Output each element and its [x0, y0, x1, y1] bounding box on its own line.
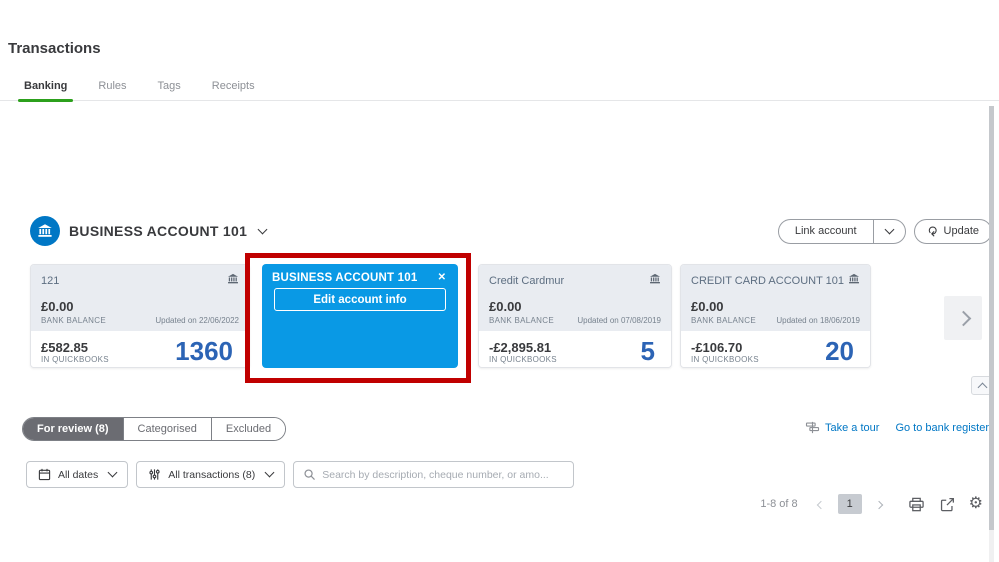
account-card-credit-card-101[interactable]: CREDIT CARD ACCOUNT 101 £0.00 BANK BALAN…	[680, 264, 871, 368]
pagination-next-button[interactable]	[874, 495, 883, 513]
pagination-row: 1-8 of 8 1 ⚙	[760, 494, 983, 514]
updated-date: Updated on 07/08/2019	[577, 316, 661, 325]
link-account-label[interactable]: Link account	[794, 225, 857, 237]
header-buttons: Link account ⟳ Update	[777, 218, 992, 244]
tab-tags[interactable]: Tags	[157, 80, 181, 92]
print-button[interactable]	[908, 496, 925, 513]
quickbooks-label: IN QUICKBOOKS	[489, 354, 557, 364]
card-name: Credit Cardmur	[489, 275, 565, 287]
date-filter-label: All dates	[58, 468, 99, 481]
close-icon[interactable]: ✕	[437, 272, 446, 283]
account-card-credit-cardmur[interactable]: Credit Cardmur £0.00 BANK BALANCE Update…	[478, 264, 672, 368]
updated-date: Updated on 18/06/2019	[776, 316, 860, 325]
tab-banking[interactable]: Banking	[17, 76, 74, 102]
quickbooks-label: IN QUICKBOOKS	[691, 354, 759, 364]
search-box	[293, 461, 575, 488]
printer-icon	[908, 497, 924, 511]
carousel-next-button[interactable]	[944, 296, 982, 340]
chevron-right-icon	[874, 500, 883, 510]
card-top: 121 £0.00 BANK BALANCE Updated on 22/06/…	[31, 265, 249, 331]
tab-receipts[interactable]: Receipts	[211, 80, 255, 92]
account-card-business-101-selected[interactable]: BUSINESS ACCOUNT 101 ✕ Edit account info	[262, 264, 458, 368]
review-tab-group: For review (8) Categorised Excluded	[22, 417, 287, 441]
chevron-right-icon	[955, 310, 971, 326]
pagination-range: 1-8 of 8	[760, 498, 798, 510]
bank-icon	[649, 272, 661, 290]
quickbooks-label: IN QUICKBOOKS	[41, 354, 109, 364]
account-header: BUSINESS ACCOUNT 101 Link account ⟳ Upda…	[30, 214, 992, 248]
calendar-icon	[38, 468, 51, 481]
export-icon	[940, 497, 954, 511]
chevron-down-icon[interactable]	[257, 224, 268, 234]
bank-icon	[227, 272, 239, 290]
scrollbar-thumb[interactable]	[989, 106, 994, 530]
quickbooks-amount: -£2,895.81	[489, 339, 552, 355]
transaction-count: 1360	[175, 336, 233, 366]
card-name: BUSINESS ACCOUNT 101	[272, 272, 418, 284]
go-to-bank-register-link[interactable]: Go to bank register	[895, 421, 989, 434]
quickbooks-amount: £582.85	[41, 339, 88, 355]
take-a-tour-link[interactable]: Take a tour	[805, 420, 879, 435]
transaction-count: 5	[640, 336, 655, 366]
update-label: Update	[943, 225, 979, 237]
link-account-dropdown[interactable]	[874, 224, 905, 234]
transaction-count: 20	[825, 336, 854, 366]
quickbooks-amount: -£106.70	[691, 339, 743, 355]
update-button[interactable]: ⟳ Update	[913, 218, 992, 244]
top-links: Take a tour Go to bank register	[805, 420, 989, 435]
card-top: CREDIT CARD ACCOUNT 101 £0.00 BANK BALAN…	[681, 265, 870, 331]
tab-rules[interactable]: Rules	[98, 80, 127, 92]
signpost-icon	[805, 421, 820, 434]
pagination-current-page[interactable]: 1	[837, 494, 862, 514]
bank-account-icon	[30, 216, 60, 246]
account-title: BUSINESS ACCOUNT 101	[69, 223, 248, 239]
chevron-down-icon	[884, 224, 895, 234]
chevron-up-icon	[977, 382, 988, 392]
edit-account-info-button[interactable]: Edit account info	[274, 288, 446, 311]
button-divider	[872, 219, 874, 243]
filter-row: All dates All transactions (8)	[26, 461, 575, 488]
bank-balance-amount: £0.00	[41, 299, 74, 314]
search-input[interactable]	[322, 468, 565, 481]
chevron-left-icon	[816, 500, 825, 510]
date-filter-dropdown[interactable]: All dates	[26, 461, 129, 488]
updated-date: Updated on 22/06/2022	[155, 316, 239, 325]
bank-balance-label: BANK BALANCE	[691, 316, 756, 325]
chevron-down-icon	[107, 467, 118, 478]
sliders-icon	[149, 469, 160, 480]
bank-icon	[848, 272, 860, 290]
page-title: Transactions	[8, 40, 101, 57]
card-bottom: -£2,895.81 IN QUICKBOOKS 5	[479, 331, 671, 367]
transactions-filter-label: All transactions (8)	[168, 468, 256, 481]
account-card-121[interactable]: 121 £0.00 BANK BALANCE Updated on 22/06/…	[30, 264, 250, 368]
bank-balance-label: BANK BALANCE	[41, 316, 106, 325]
export-button[interactable]	[939, 496, 956, 513]
refresh-icon: ⟳	[924, 225, 940, 237]
take-a-tour-label: Take a tour	[825, 421, 880, 434]
bank-balance-amount: £0.00	[691, 299, 724, 314]
card-name: 121	[41, 275, 60, 287]
card-bottom: -£106.70 IN QUICKBOOKS 20	[681, 331, 870, 367]
search-icon	[304, 469, 316, 480]
tab-for-review[interactable]: For review (8)	[23, 418, 124, 440]
card-top: Credit Cardmur £0.00 BANK BALANCE Update…	[479, 265, 671, 331]
tab-bar: Banking Rules Tags Receipts	[0, 76, 999, 102]
link-account-button[interactable]: Link account	[777, 218, 906, 244]
card-name: CREDIT CARD ACCOUNT 101	[691, 275, 845, 287]
tab-excluded[interactable]: Excluded	[211, 418, 286, 440]
tab-categorised[interactable]: Categorised	[123, 418, 212, 440]
bank-balance-amount: £0.00	[489, 299, 522, 314]
pagination-prev-button[interactable]	[816, 495, 825, 513]
card-bottom: £582.85 IN QUICKBOOKS 1360	[31, 331, 249, 367]
settings-gear-icon[interactable]: ⚙	[968, 495, 983, 512]
bank-balance-label: BANK BALANCE	[489, 316, 554, 325]
transactions-filter-dropdown[interactable]: All transactions (8)	[136, 461, 286, 488]
chevron-down-icon	[264, 467, 275, 478]
